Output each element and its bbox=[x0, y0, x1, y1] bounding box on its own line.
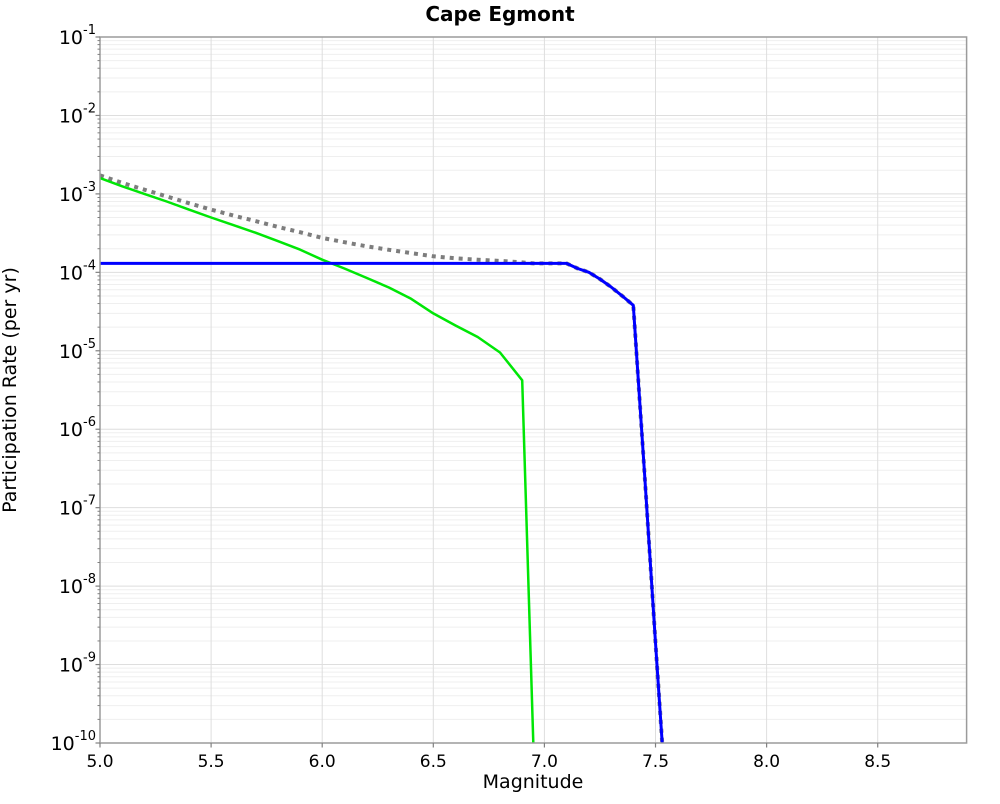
plot-border bbox=[99, 36, 968, 744]
x-tick-label: 5.0 bbox=[86, 752, 113, 772]
y-tick-labels: 10-110-210-310-410-510-610-710-810-910-1… bbox=[51, 23, 96, 755]
chart-title: Cape Egmont bbox=[425, 2, 575, 26]
x-tick-label: 7.0 bbox=[531, 752, 558, 772]
x-tick-label: 6.5 bbox=[420, 752, 447, 772]
y-tick-label: 10-4 bbox=[59, 258, 96, 284]
y-tick-label: 10-5 bbox=[59, 337, 96, 363]
series-line-gray-dotted-total bbox=[100, 173, 665, 743]
y-tick-label: 10-1 bbox=[59, 23, 96, 49]
y-tick-label: 10-8 bbox=[59, 572, 96, 598]
y-tick-label: 10-2 bbox=[59, 101, 96, 127]
data-series bbox=[100, 173, 665, 743]
x-tick-label: 7.5 bbox=[642, 752, 669, 772]
y-tick-label: 10-3 bbox=[59, 180, 96, 206]
x-tick-label: 8.0 bbox=[753, 752, 780, 772]
x-tick-label: 5.5 bbox=[198, 752, 225, 772]
x-tick-label: 6.0 bbox=[309, 752, 336, 772]
y-tick-label: 10-9 bbox=[59, 651, 96, 677]
x-axis-label: Magnitude bbox=[483, 771, 584, 793]
axis-tick-marks bbox=[95, 36, 879, 748]
y-tick-label: 10-7 bbox=[59, 494, 96, 520]
series-line-blue-solid bbox=[100, 261, 664, 743]
x-tick-label: 8.5 bbox=[864, 752, 891, 772]
x-tick-labels: 5.0 5.5 6.0 6.5 7.0 7.5 8.0 8.5 bbox=[86, 752, 891, 772]
y-axis-label: Participation Rate (per yr) bbox=[0, 267, 21, 513]
series-line-green-solid bbox=[100, 176, 535, 743]
gridlines bbox=[99, 36, 967, 744]
plot-background bbox=[100, 37, 967, 743]
y-tick-label: 10-6 bbox=[59, 415, 96, 441]
